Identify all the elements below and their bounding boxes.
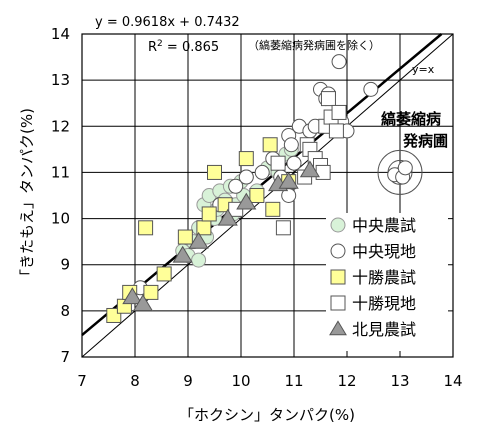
callout-circle (377, 149, 423, 195)
data-point (143, 284, 159, 300)
data-point (265, 201, 281, 217)
legend-label: 十勝農試 (352, 268, 416, 287)
data-point (217, 208, 238, 226)
data-point (177, 229, 193, 245)
data-point (236, 192, 257, 210)
legend-label: 北見農試 (352, 320, 416, 339)
data-point (207, 164, 222, 180)
data-point (283, 137, 299, 153)
data-point (191, 252, 207, 268)
legend-background (326, 213, 448, 351)
data-point (249, 188, 265, 203)
data-point (122, 287, 143, 305)
y-tick-label: 9 (60, 256, 70, 274)
data-point (330, 243, 346, 259)
regression-equation: y = 0.9618x + 0.7432 (95, 15, 240, 30)
data-point (188, 231, 209, 249)
y-tick-label: 10 (51, 210, 70, 228)
data-point (329, 320, 347, 336)
data-point (172, 245, 193, 263)
data-point (138, 220, 154, 236)
x-tick-label: 13 (390, 372, 409, 390)
data-point (331, 104, 347, 120)
data-point (201, 206, 217, 222)
data-point (254, 164, 270, 180)
data-point (315, 164, 331, 180)
data-point (286, 155, 302, 171)
series-square (228, 91, 347, 236)
x-tick-label: 12 (337, 372, 356, 390)
data-point (278, 171, 299, 189)
data-point (330, 295, 346, 311)
reference-line-label: y=x (412, 63, 435, 76)
x-tick-label: 9 (183, 372, 193, 390)
data-point (330, 217, 346, 233)
data-point (363, 81, 379, 97)
legend-label: 十勝現地 (352, 294, 416, 313)
data-point (228, 178, 244, 194)
r-squared: R2 = 0.865 (148, 39, 219, 55)
y-tick-label: 8 (60, 302, 70, 320)
plot-frame (81, 33, 454, 358)
data-point (132, 294, 154, 312)
y-tick-label: 12 (51, 117, 70, 135)
legend-label: 中央農試 (352, 216, 416, 235)
x-tick-label: 8 (130, 372, 140, 390)
callout-line1: 縞萎縮病 (381, 110, 441, 128)
x-tick-label: 11 (284, 372, 303, 390)
series-triangle (122, 160, 320, 312)
x-axis-label: 「ホクシン」タンパク(%) (179, 406, 355, 424)
x-tick-label: 14 (443, 372, 462, 390)
data-point (331, 54, 347, 70)
y-tick-label: 7 (60, 348, 70, 366)
y-tick-label: 13 (51, 71, 70, 89)
legend-label: 中央現地 (352, 242, 416, 261)
series-square (106, 137, 297, 323)
callout-line2: 発病圃 (402, 132, 448, 150)
data-point (299, 160, 320, 178)
data-point (262, 137, 278, 153)
y-tick-label: 14 (51, 25, 70, 43)
data-point (330, 269, 346, 285)
data-point (156, 266, 172, 282)
data-point (270, 155, 286, 171)
x-tick-label: 7 (77, 372, 87, 390)
y-axis-label: 「きたもえ」タンパク(%) (18, 108, 36, 284)
data-point (275, 220, 291, 236)
data-point (328, 123, 344, 139)
y-tick-label: 11 (51, 163, 70, 181)
data-point (320, 91, 336, 107)
data-point (238, 151, 254, 167)
x-tick-label: 10 (231, 372, 250, 390)
data-point (397, 160, 413, 176)
regression-note: （縞萎縮病発病圃を除く） (248, 38, 380, 52)
data-point (238, 169, 254, 185)
